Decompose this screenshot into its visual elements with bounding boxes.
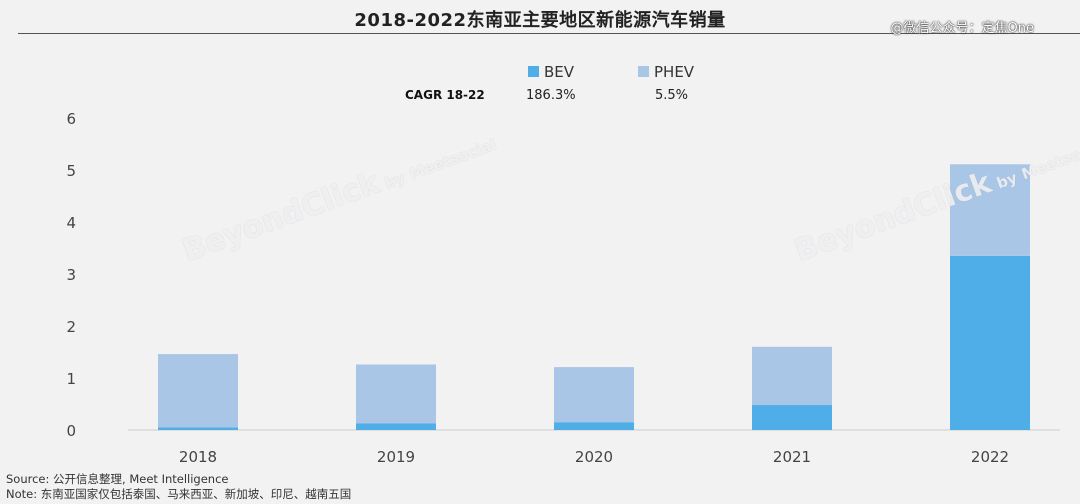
bar-bev-2020: [554, 422, 634, 430]
y-axis-ticks: 0 1 2 3 4 5 6: [66, 110, 76, 440]
bar-phev-2022: [950, 164, 1030, 256]
title-divider: [18, 33, 1080, 34]
bar-bev-2021: [752, 405, 832, 430]
x-tick-label: 2022: [971, 448, 1009, 466]
bar-phev-2018: [158, 354, 238, 428]
bar-phev-2020: [554, 367, 634, 423]
x-tick-label: 2018: [179, 448, 217, 466]
legend-swatch-bev: [528, 66, 539, 77]
watermark-by: by: [994, 168, 1020, 193]
y-tick-label: 1: [66, 370, 76, 388]
cagr-value-bev: 186.3%: [526, 88, 576, 103]
y-tick-label: 0: [66, 422, 76, 440]
y-tick-label: 6: [66, 110, 76, 128]
bar-bev-2022: [950, 255, 1030, 430]
bar-bev-2018: [158, 427, 238, 430]
bar-bev-2019: [356, 423, 436, 430]
y-tick-label: 2: [66, 318, 76, 336]
bars-group: [158, 164, 1030, 430]
bar-phev-2021: [752, 346, 832, 406]
y-tick-label: 3: [66, 266, 76, 284]
legend-label-bev: BEV: [544, 63, 575, 81]
cagr-value-phev: 5.5%: [655, 88, 689, 103]
chart-title: 2018-2022东南亚主要地区新能源汽车销量: [354, 10, 726, 31]
x-tick-label: 2020: [575, 448, 613, 466]
legend-label-phev: PHEV: [654, 63, 695, 81]
y-tick-label: 5: [66, 162, 76, 180]
y-tick-label: 4: [66, 214, 76, 232]
account-handle: @微信公众号：定焦One: [890, 21, 1034, 36]
source-note: Source: 公开信息整理, Meet Intelligence: [6, 472, 229, 486]
x-tick-label: 2019: [377, 448, 415, 466]
watermark-by: by: [382, 168, 408, 193]
bar-phev-2019: [356, 364, 436, 424]
footnote: Note: 东南亚国家仅包括泰国、马来西亚、新加坡、印尼、越南五国: [6, 487, 352, 501]
cagr-label: CAGR 18-22: [405, 88, 485, 102]
x-axis-ticks: 2018 2019 2020 2021 2022: [179, 448, 1009, 466]
legend-swatch-phev: [638, 66, 649, 77]
x-tick-label: 2021: [773, 448, 811, 466]
